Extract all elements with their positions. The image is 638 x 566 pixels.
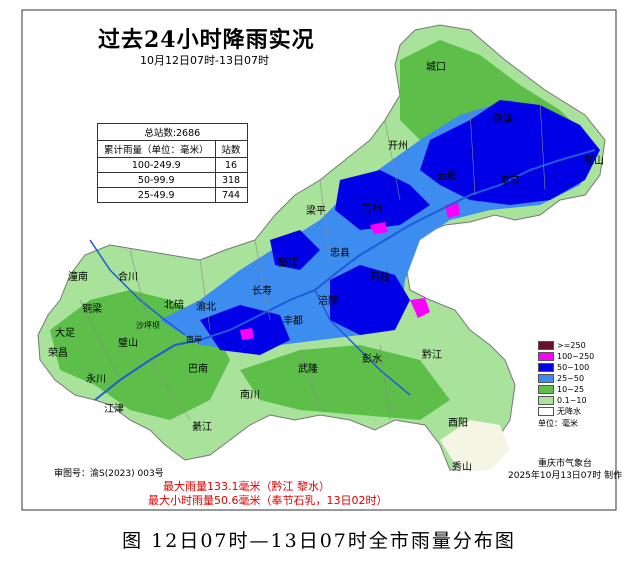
zone-50-100-east	[420, 100, 600, 205]
zone-100-250-c	[370, 222, 388, 234]
place-label: 彭水	[362, 354, 382, 365]
place-label: 梁平	[306, 206, 326, 217]
legend-swatch	[538, 407, 554, 416]
place-label: 石柱	[370, 272, 390, 283]
legend-item: 100~250	[538, 351, 594, 362]
place-label: 沙坪坝	[136, 321, 160, 330]
stats-header-count: 站数	[214, 140, 248, 158]
stats-range: 50-99.9	[97, 172, 216, 188]
place-label: 酉阳	[448, 418, 468, 429]
place-label: 武隆	[298, 364, 318, 375]
place-label: 忠县	[330, 248, 350, 259]
stats-count: 318	[214, 172, 248, 188]
agency-name: 重庆市气象台	[538, 459, 593, 469]
place-label: 荣昌	[48, 348, 68, 359]
legend-label: 25~50	[557, 374, 585, 383]
legend-item: 无降水	[538, 406, 594, 417]
place-label: 黔江	[422, 350, 442, 361]
place-label: 璧山	[118, 338, 138, 349]
place-label: 北碚	[164, 300, 184, 311]
place-label: 巴南	[188, 364, 208, 375]
legend-swatch	[538, 385, 554, 394]
zone-50-100-mid	[335, 170, 430, 230]
zone-100-250-d	[240, 328, 254, 340]
place-label: 铜梁	[82, 304, 102, 315]
place-label: 南岸	[186, 335, 202, 344]
stats-total: 总站数:2686	[97, 123, 248, 141]
time-range: 10月12日07时-13日07时	[140, 54, 269, 67]
legend-swatch	[538, 396, 554, 405]
place-label: 渝北	[196, 302, 216, 313]
legend-swatch	[538, 341, 554, 350]
issue-time: 2025年10月13日07时 制作	[508, 471, 623, 481]
place-label: 奉节	[500, 176, 520, 187]
place-label: 秀山	[452, 462, 472, 473]
station-stats-table: 总站数:2686 累计雨量（单位：毫米） 站数 100-249.9 16 50-…	[97, 123, 248, 203]
stats-header-range: 累计雨量（单位：毫米）	[97, 140, 216, 158]
place-label: 大足	[55, 328, 75, 339]
place-label: 合川	[118, 272, 138, 283]
zone-10-25-center	[240, 345, 450, 420]
stats-count: 744	[214, 187, 248, 203]
max-rain-note: 最大雨量133.1毫米（黔江 黎水）	[163, 480, 330, 493]
place-label: 开州	[388, 141, 408, 152]
place-label: 涪陵	[318, 296, 338, 307]
legend-label: 10~25	[557, 385, 585, 394]
rainfall-map	[21, 9, 617, 511]
place-label: 江津	[104, 404, 124, 415]
place-label: 巫溪	[493, 114, 513, 125]
legend-label: 0.1~10	[557, 396, 587, 405]
rainfall-legend: >=250 100~250 50~100 25~50 10~25 0.1~10 …	[538, 340, 594, 429]
legend-item: 0.1~10	[538, 395, 594, 406]
stats-row: 50-99.9 318	[97, 172, 248, 188]
legend-item: 10~25	[538, 384, 594, 395]
legend-label: 无降水	[557, 407, 581, 416]
stats-row: 100-249.9 16	[97, 157, 248, 173]
place-label: 云阳	[437, 171, 457, 182]
max-hourly-rain-note: 最大小时雨量50.6毫米（奉节石乳，13日02时）	[148, 494, 388, 507]
map-svg	[21, 9, 617, 511]
figure-caption: 图 12日07时—13日07时全市雨量分布图	[122, 530, 516, 552]
wujiang-river	[314, 289, 411, 396]
legend-swatch	[538, 374, 554, 383]
stats-row: 25-49.9 744	[97, 187, 248, 203]
map-title: 过去24小时降雨实况	[98, 27, 315, 53]
approval-number: 审图号：渝S(2023) 003号	[54, 469, 164, 479]
zone-50-100-north2	[270, 230, 320, 270]
yangtze-river	[94, 149, 596, 401]
place-label: 万州	[362, 204, 382, 215]
place-label: 永川	[86, 374, 106, 385]
jialing-river	[89, 239, 186, 336]
stats-range: 100-249.9	[97, 157, 216, 173]
zone-light-southeast	[440, 420, 510, 472]
place-label: 长寿	[252, 286, 272, 297]
issuing-agency: 重庆市气象台 2025年10月13日07时 制作	[508, 458, 622, 482]
stats-count: 16	[214, 157, 248, 173]
legend-label: >=250	[557, 341, 586, 350]
stats-total-row: 总站数:2686	[97, 123, 248, 141]
place-label: 垫江	[278, 258, 298, 269]
stats-range: 25-49.9	[97, 187, 216, 203]
place-label: 巫山	[584, 156, 604, 167]
place-label: 南川	[240, 390, 260, 401]
legend-label: 50~100	[557, 363, 590, 372]
legend-swatch	[538, 363, 554, 372]
legend-item: >=250	[538, 340, 594, 351]
legend-label: 100~250	[557, 352, 595, 361]
legend-item: 25~50	[538, 373, 594, 384]
zone-50-100-south	[330, 265, 410, 335]
legend-unit: 单位：毫米	[538, 419, 578, 428]
legend-item: 50~100	[538, 362, 594, 373]
place-label: 城口	[426, 62, 446, 73]
zone-100-250-a	[410, 298, 430, 318]
legend-swatch	[538, 352, 554, 361]
county-borders	[79, 99, 546, 421]
stats-header-row: 累计雨量（单位：毫米） 站数	[97, 140, 248, 158]
place-label: 丰都	[283, 316, 303, 327]
place-label: 綦江	[192, 422, 212, 433]
place-label: 潼南	[68, 272, 88, 283]
